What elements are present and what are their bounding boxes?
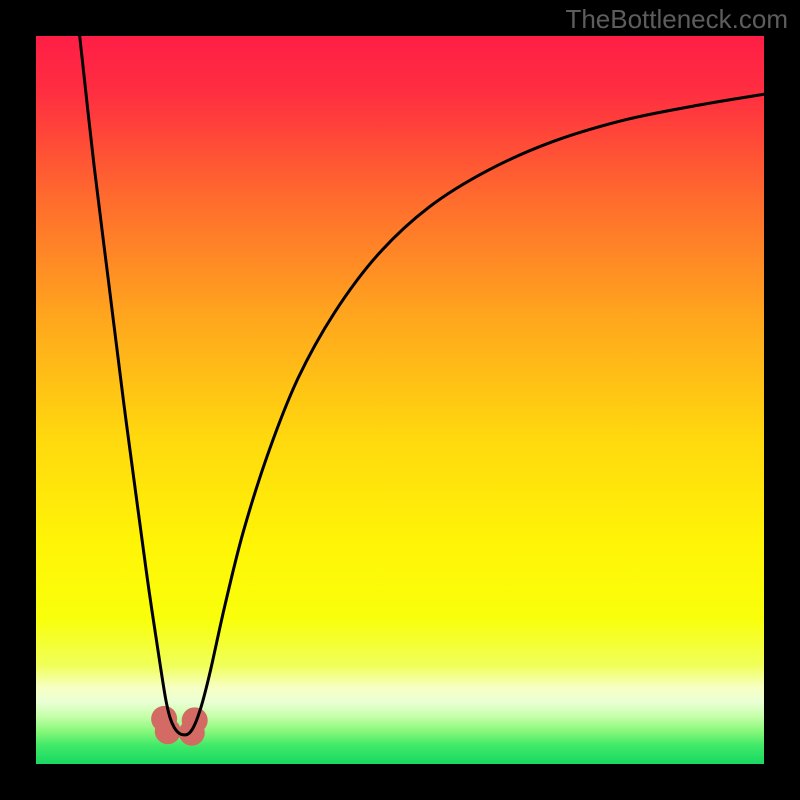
gradient-background bbox=[36, 36, 764, 764]
watermark-text: TheBottleneck.com bbox=[565, 4, 788, 35]
frame-left bbox=[0, 0, 36, 800]
plot-svg bbox=[36, 36, 764, 764]
curve-dot bbox=[182, 707, 208, 733]
frame-right bbox=[764, 0, 800, 800]
plot-area bbox=[36, 36, 764, 764]
frame-bottom bbox=[0, 764, 800, 800]
